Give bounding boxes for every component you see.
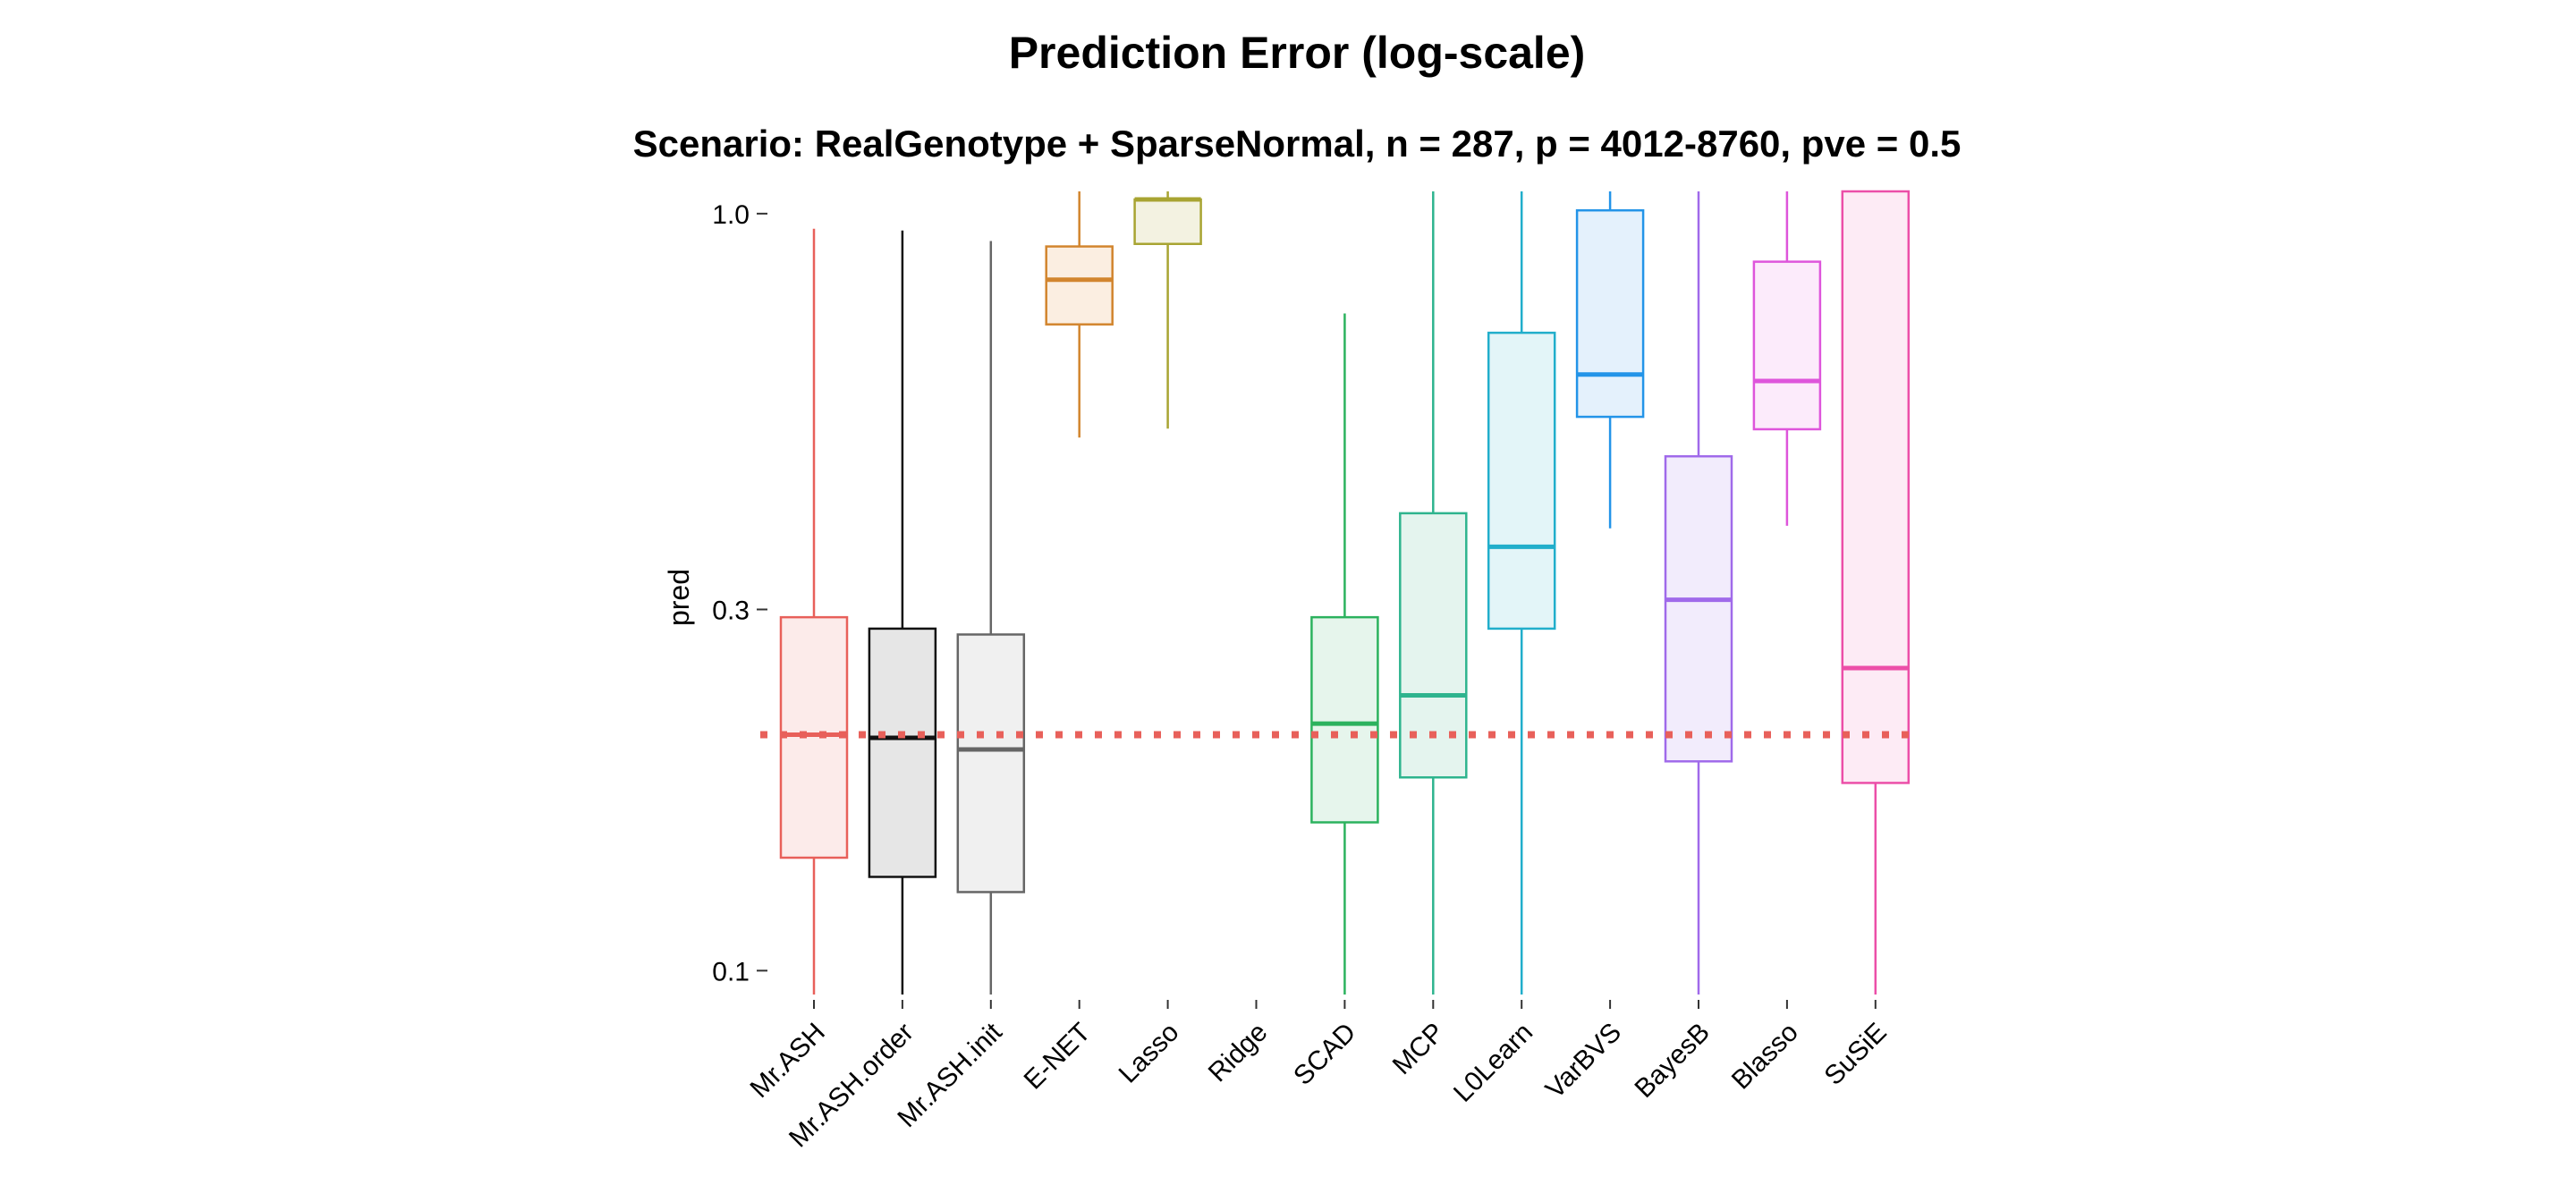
box-bayesb: [1664, 191, 1733, 995]
x-tick-label: SCAD: [1288, 1018, 1361, 1091]
box-l0learn: [1487, 191, 1556, 995]
iqr-box: [1133, 198, 1202, 245]
box-mr-ash-order: [868, 230, 937, 995]
x-tick-label: Ridge: [1203, 1018, 1274, 1088]
x-tick-label: BayesB: [1630, 1018, 1716, 1104]
x-tick-label: L0Learn: [1448, 1018, 1538, 1108]
iqr-box: [1045, 245, 1114, 326]
iqr-box: [1752, 260, 1822, 431]
box-mr-ash: [779, 228, 849, 995]
iqr-box: [1664, 454, 1733, 763]
box-scad: [1310, 313, 1379, 995]
iqr-box: [779, 615, 849, 859]
y-tick-label: 0.1: [712, 957, 750, 986]
chart-subtitle: Scenario: RealGenotype + SparseNormal, n…: [633, 123, 1962, 165]
chart-title: Prediction Error (log-scale): [1009, 28, 1586, 78]
x-tick-label: E-NET: [1019, 1018, 1097, 1096]
y-axis: 0.1 0.3 1.0: [712, 200, 767, 986]
box-blasso: [1752, 191, 1822, 526]
x-tick-label: Lasso: [1114, 1018, 1185, 1089]
boxplots: [779, 190, 1911, 995]
box-e-net: [1045, 191, 1114, 438]
box-mcp: [1399, 191, 1468, 995]
y-axis-label: pred: [663, 569, 695, 626]
x-tick-label: Mr.ASH: [745, 1018, 831, 1104]
iqr-box: [1487, 331, 1556, 631]
x-tick-label: VarBVS: [1540, 1018, 1627, 1105]
x-tick-label: SuSiE: [1818, 1018, 1892, 1091]
y-tick-label: 0.3: [712, 596, 750, 625]
x-tick-label: Blasso: [1726, 1018, 1804, 1096]
box-varbvs: [1575, 191, 1645, 529]
iqr-box: [1841, 190, 1911, 784]
iqr-box: [1310, 615, 1379, 824]
box-mr-ash-init: [956, 241, 1026, 995]
iqr-box: [956, 633, 1026, 893]
x-tick-label: MCP: [1387, 1018, 1450, 1080]
iqr-box: [1575, 208, 1645, 419]
box-susie: [1841, 190, 1911, 995]
iqr-box: [868, 627, 937, 878]
box-lasso: [1133, 191, 1202, 429]
y-tick-label: 1.0: [712, 200, 750, 230]
